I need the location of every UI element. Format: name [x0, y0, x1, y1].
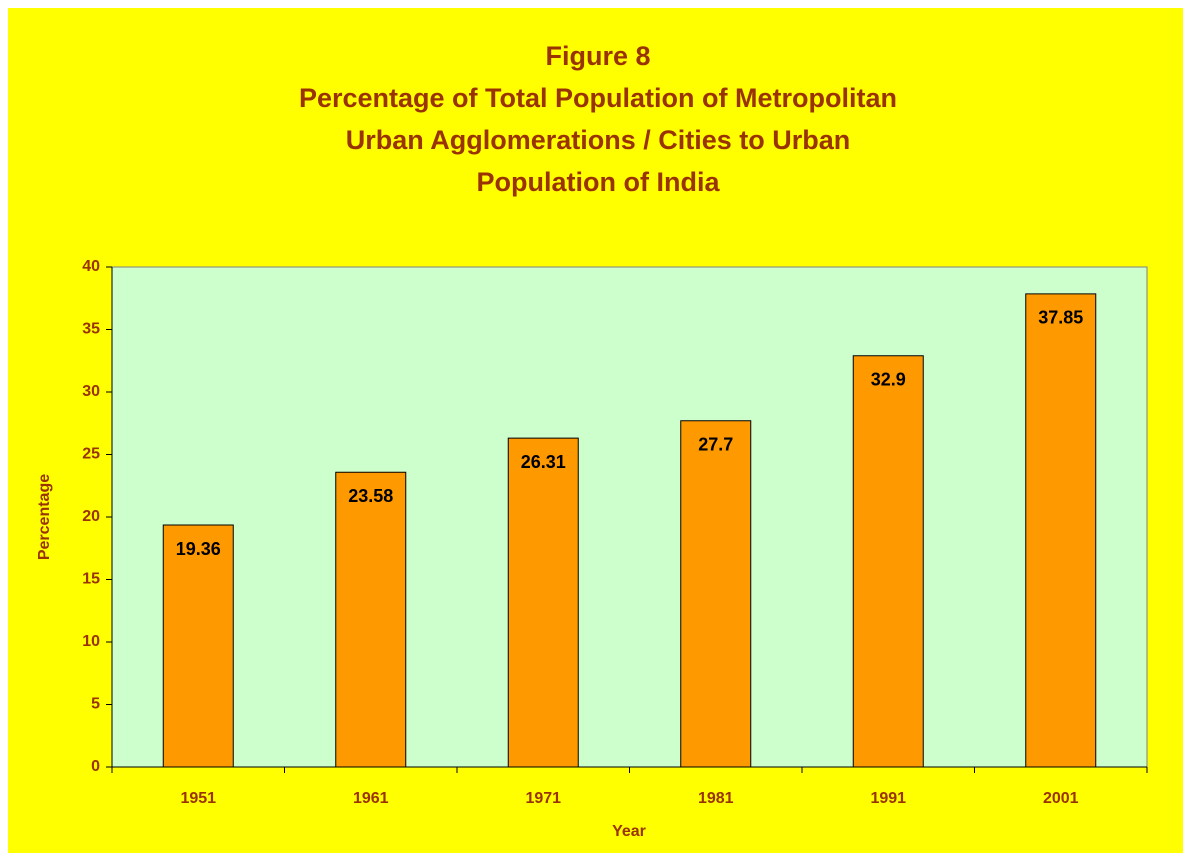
chart-title: Figure 8 — [545, 41, 650, 71]
plot-area — [111, 266, 1148, 768]
y-tick-label: 15 — [82, 571, 100, 588]
x-tick-label: 2001 — [1043, 790, 1079, 807]
y-tick-label: 0 — [91, 758, 100, 775]
bar — [507, 437, 579, 768]
y-tick-label: 40 — [82, 258, 100, 275]
data-label: 32.9 — [871, 370, 906, 390]
y-axis-title: Percentage — [36, 474, 53, 560]
x-tick-label: 1961 — [353, 790, 389, 807]
bar — [335, 471, 407, 768]
y-tick-label: 30 — [82, 383, 100, 400]
x-tick-label: 1951 — [180, 790, 216, 807]
data-label: 27.7 — [698, 435, 733, 455]
bar — [1025, 293, 1097, 768]
y-tick-label: 10 — [82, 633, 100, 650]
data-label: 19.36 — [176, 539, 221, 559]
x-tick-label: 1991 — [870, 790, 906, 807]
y-tick-label: 35 — [82, 321, 100, 338]
data-label: 23.58 — [348, 486, 393, 506]
bar — [680, 420, 752, 768]
x-tick-label: 1971 — [525, 790, 561, 807]
y-tick-label: 5 — [91, 696, 100, 713]
chart-title: Urban Agglomerations / Cities to Urban — [346, 125, 851, 155]
x-axis-title: Year — [612, 823, 646, 840]
data-label: 26.31 — [521, 452, 566, 472]
chart-title: Population of India — [477, 167, 721, 197]
y-tick-label: 25 — [82, 446, 100, 463]
data-label: 37.85 — [1038, 308, 1083, 328]
bar — [162, 524, 234, 768]
bar — [852, 355, 924, 768]
chart-title: Percentage of Total Population of Metrop… — [299, 83, 897, 113]
x-tick-label: 1981 — [698, 790, 734, 807]
y-tick-label: 20 — [82, 508, 100, 525]
